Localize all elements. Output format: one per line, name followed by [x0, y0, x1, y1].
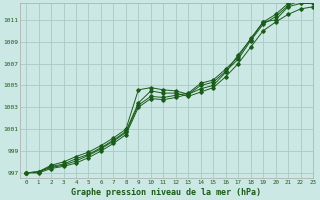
X-axis label: Graphe pression niveau de la mer (hPa): Graphe pression niveau de la mer (hPa)	[71, 188, 261, 197]
